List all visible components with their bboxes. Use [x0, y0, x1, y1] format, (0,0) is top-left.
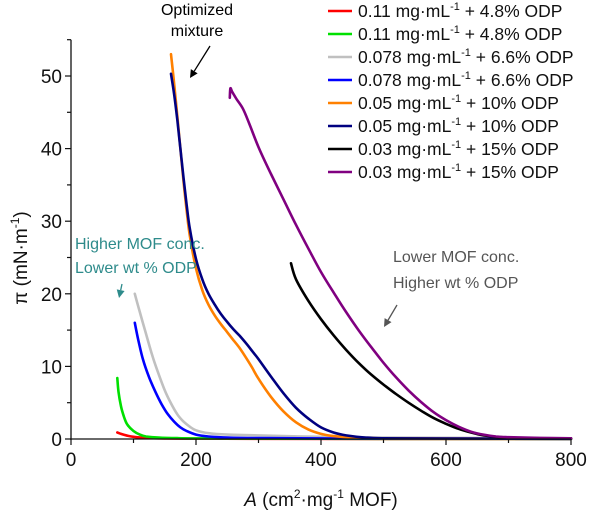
- legend-label: 0.11 mg·mL-1 + 4.8% ODP: [358, 24, 562, 44]
- arrow-shaft: [387, 304, 398, 321]
- x-tick-label: 0: [66, 450, 77, 471]
- legend-label: 0.05 mg·mL-1 + 10% ODP: [358, 93, 559, 113]
- annotation-text: mixture: [171, 23, 224, 40]
- legend-label: 0.05 mg·mL-1 + 10% ODP: [358, 116, 559, 136]
- series-curve-8: [228, 86, 573, 440]
- legend-item: 0.078 mg·mL-1 + 6.6% ODP: [328, 47, 574, 67]
- series-curve-6: [169, 72, 573, 441]
- y-axis-title-main: π (mN·m: [11, 228, 32, 304]
- annotation-text: Lower MOF conc.: [393, 249, 519, 266]
- x-tick-label: 400: [305, 450, 337, 471]
- x-axis-title-mid: ·mg: [301, 490, 334, 511]
- legend-label: 0.03 mg·mL-1 + 15% ODP: [358, 139, 559, 159]
- legend-item: 0.078 mg·mL-1 + 6.6% ODP: [328, 70, 574, 90]
- axes: 0 200 400 600 800 0 10 20 30 40 50: [41, 39, 587, 471]
- y-axis-title-end: ): [11, 211, 32, 217]
- legend-label: 0.11 mg·mL-1 + 4.8% ODP: [358, 1, 562, 21]
- series-curve-4: [133, 321, 573, 441]
- annotation-text: Lower wt % ODP: [75, 260, 197, 277]
- legend-label: 0.03 mg·mL-1 + 15% ODP: [358, 162, 559, 182]
- arrow-shaft: [193, 45, 211, 72]
- legend-item: 0.05 mg·mL-1 + 10% ODP: [328, 93, 559, 113]
- legend-label: 0.078 mg·mL-1 + 6.6% ODP: [358, 47, 574, 67]
- y-tick-label: 50: [41, 67, 62, 88]
- y-tick-label: 20: [41, 285, 62, 306]
- x-axis-title-italic: A: [243, 490, 257, 511]
- y-axis-title: π (mN·m-1): [8, 211, 32, 304]
- annotation-lower: Lower MOF conc. Higher wt % ODP: [384, 249, 519, 327]
- y-tick-label: 30: [41, 212, 62, 233]
- x-tick-label: 200: [180, 450, 212, 471]
- y-tick-label: 10: [41, 357, 62, 378]
- annotation-optimized: Optimized mixture: [161, 2, 233, 78]
- legend-item: 0.11 mg·mL-1 + 4.8% ODP: [328, 1, 562, 21]
- arrow-head-icon: [384, 318, 392, 327]
- plot-curves: [116, 52, 573, 441]
- legend: 0.11 mg·mL-1 + 4.8% ODP 0.11 mg·mL-1 + 4.…: [328, 1, 574, 182]
- legend-label: 0.078 mg·mL-1 + 6.6% ODP: [358, 70, 574, 90]
- y-tick-label: 40: [41, 140, 62, 161]
- arrow-head-icon: [116, 289, 125, 298]
- x-tick-label: 600: [430, 450, 462, 471]
- y-axis-title-sup: -1: [8, 217, 22, 228]
- legend-item: 0.03 mg·mL-1 + 15% ODP: [328, 162, 559, 182]
- annotation-higher: Higher MOF conc. Lower wt % ODP: [75, 236, 205, 298]
- annotation-text: Higher wt % ODP: [393, 275, 518, 292]
- arrow-shaft: [120, 283, 123, 291]
- x-tick-label: 800: [555, 450, 587, 471]
- legend-item: 0.11 mg·mL-1 + 4.8% ODP: [328, 24, 562, 44]
- series-curve-3: [133, 292, 573, 440]
- annotation-text: Optimized: [161, 2, 233, 19]
- x-axis-title-rest: (cm: [257, 490, 294, 511]
- y-tick-label: 0: [51, 430, 62, 451]
- x-axis-title: A (cm2·mg-1 MOF): [243, 487, 398, 511]
- legend-item: 0.03 mg·mL-1 + 15% ODP: [328, 139, 559, 159]
- legend-item: 0.05 mg·mL-1 + 10% ODP: [328, 116, 559, 136]
- arrow-head-icon: [190, 69, 198, 78]
- x-axis-title-sup1: 2: [294, 487, 301, 501]
- annotation-text: Higher MOF conc.: [75, 236, 205, 253]
- x-axis-title-sup2: -1: [333, 487, 344, 501]
- annotations: Optimized mixture Higher MOF conc. Lower wt…: [75, 2, 519, 327]
- x-axis-title-end: MOF): [344, 490, 398, 511]
